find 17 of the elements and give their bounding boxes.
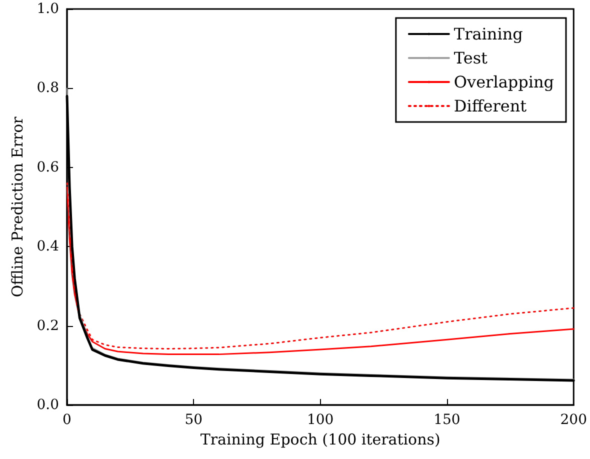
x-tick-label: 200 [560, 412, 588, 428]
y-tick-label: 0.0 [36, 397, 59, 413]
x-axis-title: Training Epoch (100 iterations) [200, 430, 440, 448]
y-tick-label: 0.8 [36, 80, 59, 96]
x-tick-label: 150 [434, 412, 460, 428]
legend-label: Overlapping [454, 72, 554, 92]
x-tick-label: 0 [62, 412, 72, 428]
x-tick-label: 100 [306, 412, 334, 428]
x-tick-label: 50 [184, 412, 203, 428]
y-tick-label: 1.0 [36, 1, 59, 17]
legend-label: Test [454, 48, 488, 68]
legend-label: Different [454, 96, 528, 116]
y-tick-label: 0.2 [36, 318, 59, 334]
y-axis-title: Offline Prediction Error [8, 116, 26, 298]
y-tick-label: 0.6 [36, 159, 60, 176]
y-tick-label: 0.4 [36, 238, 60, 255]
legend-label: Training [454, 24, 523, 44]
